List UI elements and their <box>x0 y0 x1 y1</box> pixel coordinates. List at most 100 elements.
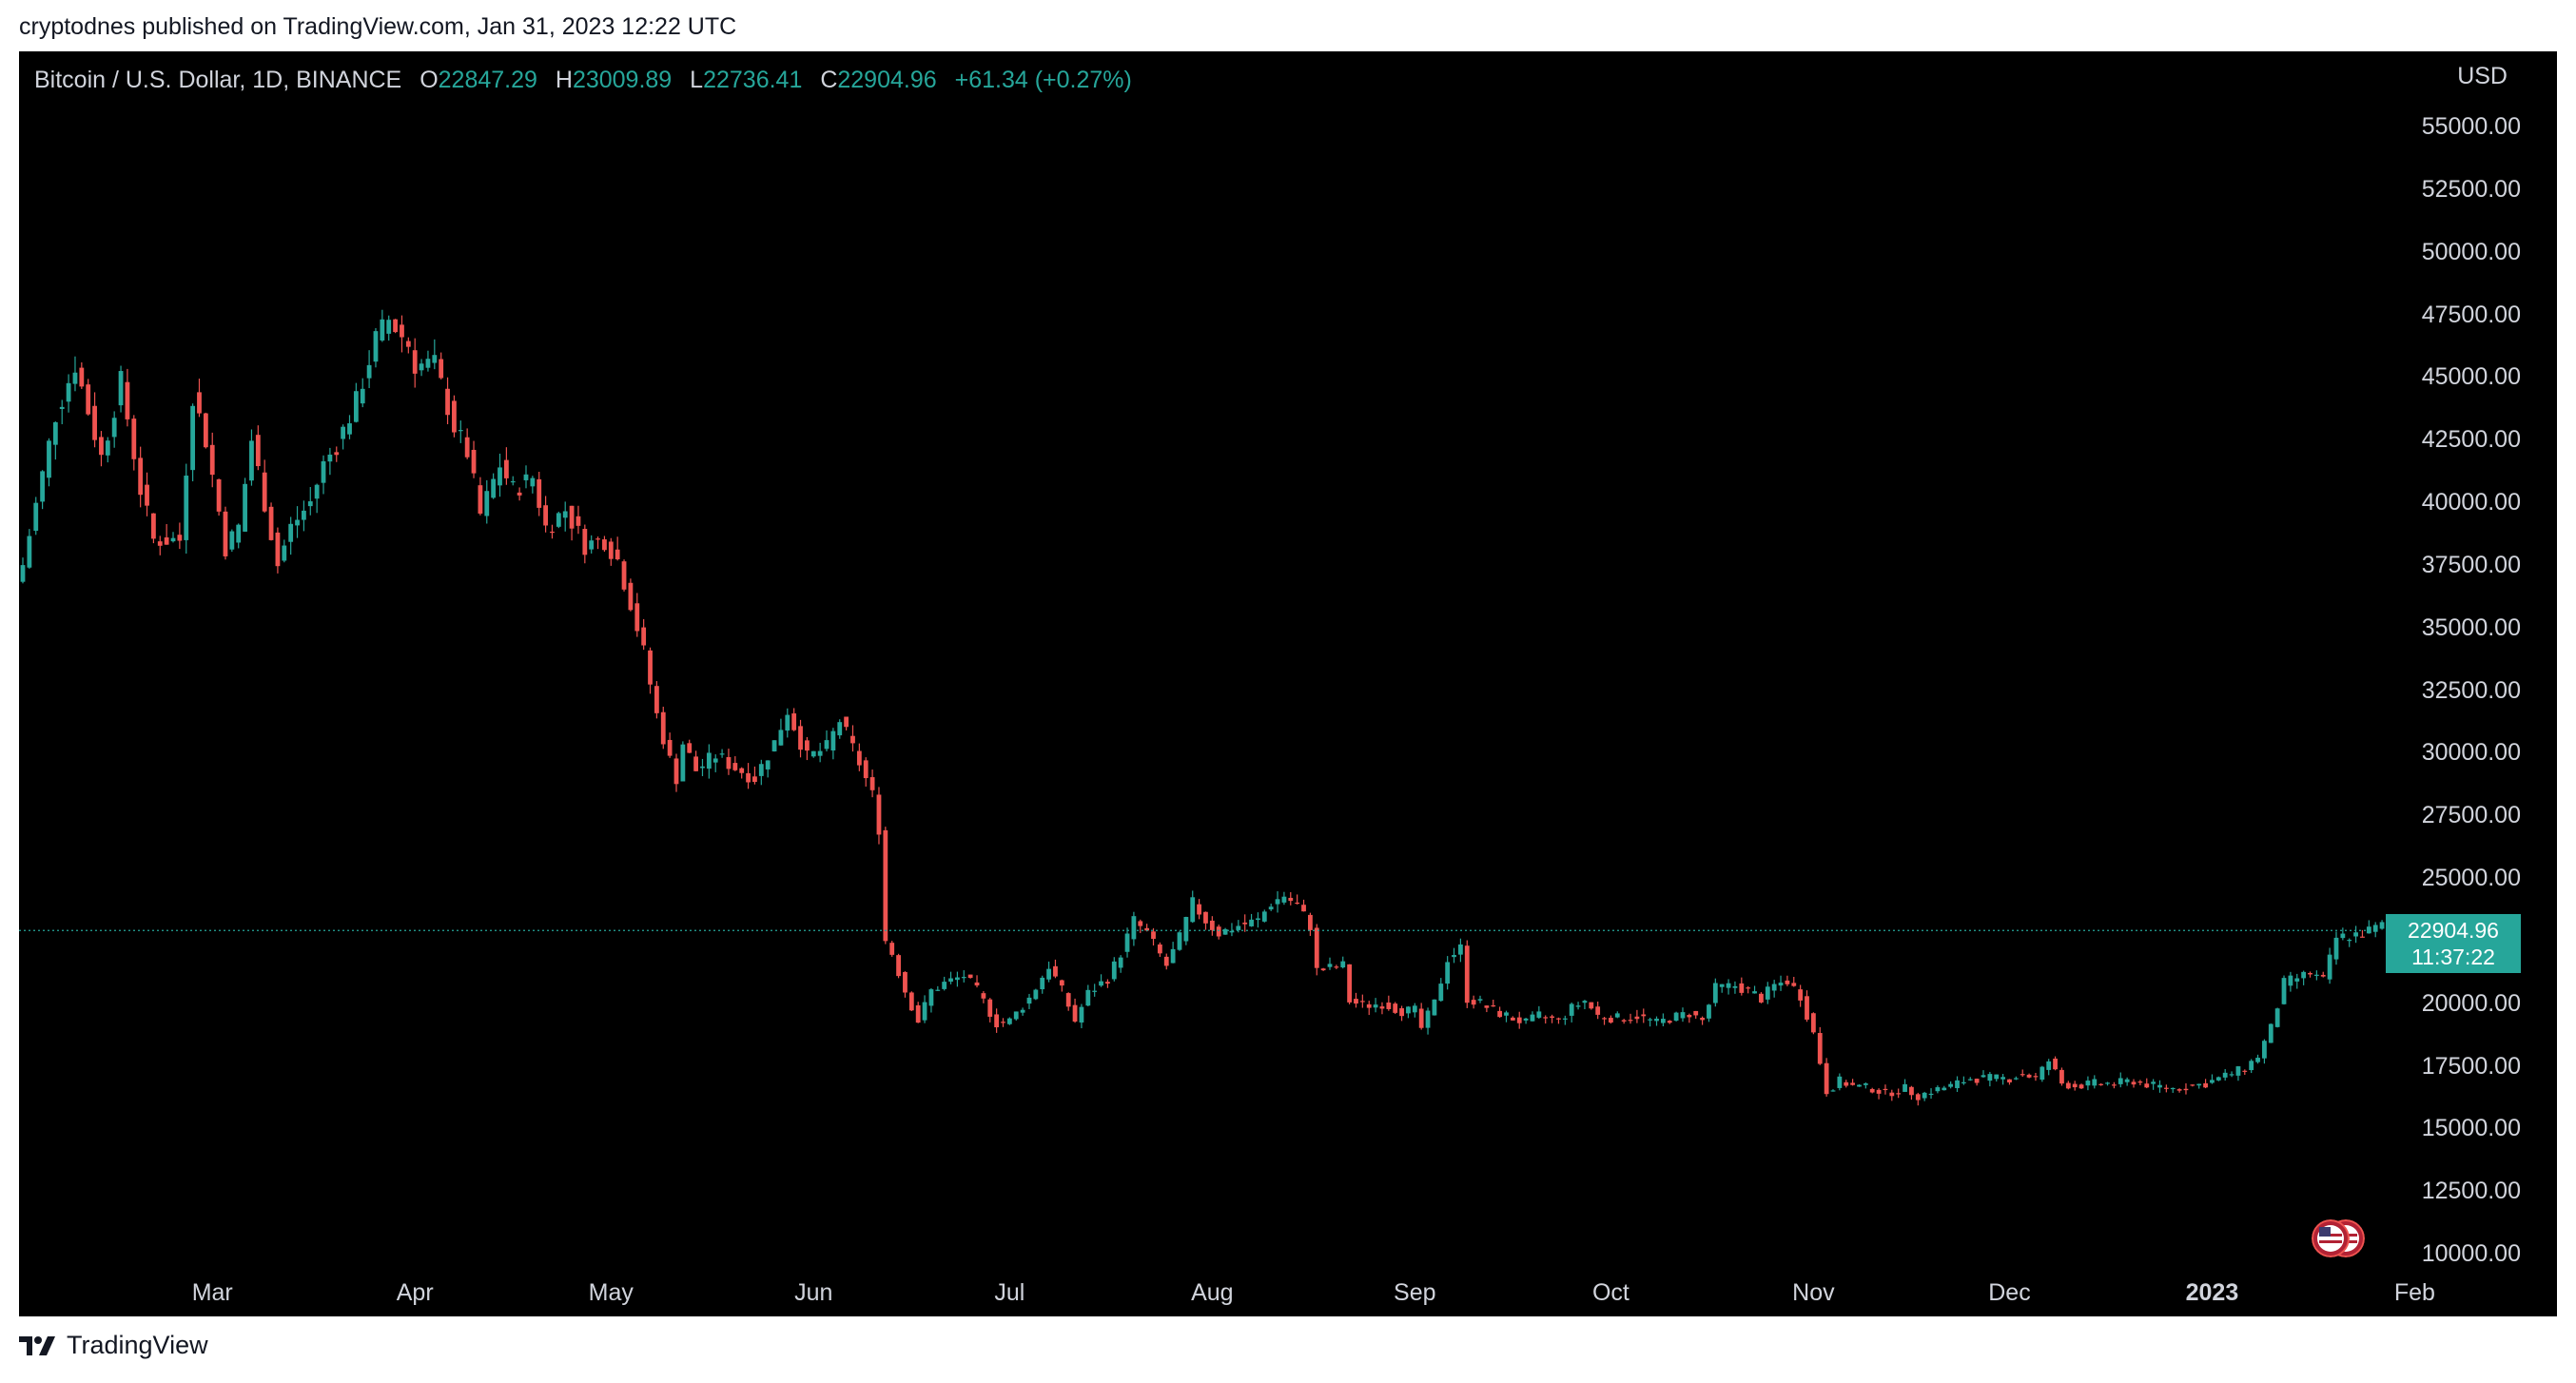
candle-body[interactable] <box>1320 968 1326 971</box>
candle-body[interactable] <box>706 752 712 769</box>
candle-body[interactable] <box>1236 925 1241 930</box>
candle-body[interactable] <box>2151 1081 2156 1084</box>
candle-body[interactable] <box>1111 961 1117 980</box>
candle-body[interactable] <box>1458 944 1463 955</box>
candle-body[interactable] <box>360 388 365 404</box>
candle-body[interactable] <box>2065 1082 2071 1089</box>
candle-body[interactable] <box>1869 1088 1875 1093</box>
candle-body[interactable] <box>1935 1087 1941 1092</box>
candle-body[interactable] <box>2215 1077 2221 1081</box>
candle-body[interactable] <box>844 716 849 728</box>
candle-body[interactable] <box>295 519 300 526</box>
candle-body[interactable] <box>327 454 333 462</box>
candle-body[interactable] <box>249 440 254 481</box>
candle-body[interactable] <box>889 943 895 955</box>
candle-body[interactable] <box>1562 1018 1568 1020</box>
candle-body[interactable] <box>1438 984 1444 1002</box>
candle-body[interactable] <box>1850 1082 1855 1085</box>
candle-body[interactable] <box>1484 1005 1490 1008</box>
candle-body[interactable] <box>282 545 287 561</box>
candle-body[interactable] <box>1909 1086 1914 1096</box>
candle-body[interactable] <box>556 513 561 527</box>
candle-body[interactable] <box>1256 918 1260 921</box>
candle-body[interactable] <box>2000 1077 2006 1080</box>
candle-body[interactable] <box>830 730 836 750</box>
candle-body[interactable] <box>942 982 947 989</box>
candle-body[interactable] <box>752 776 757 783</box>
candle-body[interactable] <box>523 474 529 480</box>
candle-body[interactable] <box>2039 1066 2045 1081</box>
candle-body[interactable] <box>151 513 156 539</box>
candle-body[interactable] <box>255 435 261 467</box>
candle-body[interactable] <box>380 319 385 341</box>
candle-body[interactable] <box>1281 896 1287 903</box>
candle-body[interactable] <box>1222 928 1228 935</box>
candle-body[interactable] <box>680 744 686 782</box>
candle-body[interactable] <box>785 714 790 731</box>
candle-body[interactable] <box>1660 1019 1666 1023</box>
candle-body[interactable] <box>1334 966 1339 968</box>
candle-body[interactable] <box>405 341 411 347</box>
candle-body[interactable] <box>1046 968 1051 980</box>
candle-body[interactable] <box>412 350 418 374</box>
candle-body[interactable] <box>1569 1003 1574 1016</box>
candle-body[interactable] <box>118 371 124 406</box>
candle-body[interactable] <box>177 535 183 541</box>
candle-body[interactable] <box>491 478 497 498</box>
candle-body[interactable] <box>1648 1019 1653 1021</box>
candle-body[interactable] <box>908 992 914 1011</box>
candle-body[interactable] <box>2112 1084 2117 1086</box>
candle-body[interactable] <box>876 794 882 835</box>
candle-body[interactable] <box>2170 1087 2176 1090</box>
candle-body[interactable] <box>164 536 169 545</box>
candle-body[interactable] <box>1006 1018 1012 1024</box>
candle-body[interactable] <box>190 405 196 471</box>
candle-body[interactable] <box>72 372 78 384</box>
candle-body[interactable] <box>1105 982 1110 984</box>
candle-body[interactable] <box>791 713 797 730</box>
candle-body[interactable] <box>863 760 868 779</box>
candle-body[interactable] <box>1602 1018 1607 1020</box>
candle-body[interactable] <box>805 740 810 751</box>
candle-body[interactable] <box>52 421 58 445</box>
candle-body[interactable] <box>1288 897 1294 902</box>
candle-body[interactable] <box>2379 922 2385 929</box>
candle-body[interactable] <box>510 480 516 483</box>
candle-body[interactable] <box>621 561 627 590</box>
candle-body[interactable] <box>1746 987 1751 989</box>
candle-body[interactable] <box>1863 1083 1868 1085</box>
candle-body[interactable] <box>602 539 607 551</box>
candle-body[interactable] <box>1719 984 1725 987</box>
candle-body[interactable] <box>1523 1018 1529 1021</box>
candle-body[interactable] <box>1759 993 1764 1003</box>
candle-body[interactable] <box>2053 1058 2058 1070</box>
candle-body[interactable] <box>262 472 267 512</box>
candle-body[interactable] <box>1477 999 1483 1001</box>
candle-body[interactable] <box>2274 1008 2280 1027</box>
candle-body[interactable] <box>1261 911 1267 922</box>
candle-body[interactable] <box>1967 1079 1973 1081</box>
candle-body[interactable] <box>2288 975 2293 986</box>
candle-body[interactable] <box>131 419 137 459</box>
candlestick-chart[interactable] <box>19 51 2557 1316</box>
candle-body[interactable] <box>974 982 980 986</box>
candle-body[interactable] <box>2301 971 2307 979</box>
candle-body[interactable] <box>1575 1005 1581 1007</box>
candle-body[interactable] <box>1680 1012 1686 1019</box>
candle-body[interactable] <box>419 363 424 371</box>
candle-body[interactable] <box>1386 1003 1392 1009</box>
candle-body[interactable] <box>2144 1083 2150 1088</box>
candle-body[interactable] <box>1530 1014 1535 1022</box>
candle-body[interactable] <box>1765 986 1770 1000</box>
symbol-title[interactable]: Bitcoin / U.S. Dollar, 1D, BINANCE <box>34 67 402 93</box>
candle-body[interactable] <box>634 603 640 632</box>
candle-body[interactable] <box>1275 899 1280 905</box>
candle-body[interactable] <box>667 739 673 756</box>
candle-body[interactable] <box>2190 1084 2195 1086</box>
candle-body[interactable] <box>2020 1074 2025 1076</box>
candle-body[interactable] <box>1654 1018 1659 1022</box>
us-flag-event-icon-2[interactable] <box>2312 1219 2350 1257</box>
candle-body[interactable] <box>452 400 457 433</box>
candle-body[interactable] <box>445 388 450 416</box>
candle-body[interactable] <box>1307 914 1313 930</box>
